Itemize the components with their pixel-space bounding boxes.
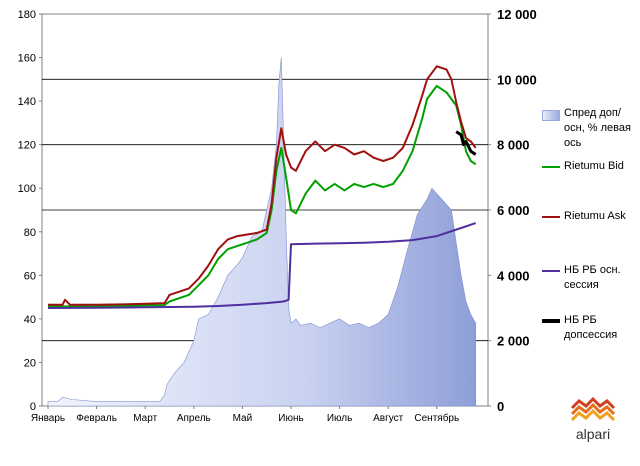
right-tick-label-1: 2 000 (497, 334, 530, 349)
alpari-logo-icon (570, 396, 616, 422)
right-tick-label-2: 4 000 (497, 268, 530, 283)
left-tick-label-0: 0 (30, 401, 36, 413)
legend-item-nb-main: НБ РБ осн. сессия (542, 262, 640, 294)
series-group (47, 57, 477, 407)
legend-label-bid: Rietumu Bid (564, 160, 624, 172)
legend-label-nb-extra: НБ РБ допсессия (564, 314, 618, 341)
left-tick-label-20: 20 (24, 357, 36, 369)
left-tick-label-80: 80 (24, 227, 36, 239)
right-tick-label-0: 0 (497, 399, 504, 414)
alpari-logo: alpari (566, 396, 620, 450)
right-tick-label-5: 10 000 (497, 72, 537, 87)
left-tick-label-180: 180 (18, 9, 36, 21)
legend-swatch-nb-main (542, 270, 560, 272)
legend-item-nb-extra: НБ РБ допсессия (542, 312, 640, 344)
axes: 0 20 40 60 80 100 120 140 160 180 0 2 000 4 000 6 000… (18, 7, 537, 424)
x-tick-label-6: Июль (327, 413, 353, 424)
left-tick-label-60: 60 (24, 270, 36, 282)
right-tick-label-4: 8 000 (497, 138, 530, 153)
legend-label-nb-main: НБ РБ осн. сессия (564, 264, 621, 291)
legend-item-ask: Rietumu Ask (542, 208, 640, 224)
x-tick-label-7: Август (373, 413, 404, 424)
right-tick-label-6: 12 000 (497, 7, 537, 22)
legend-item-bid: Rietumu Bid (542, 158, 640, 174)
left-tick-label-140: 140 (18, 96, 36, 108)
left-tick-label-120: 120 (18, 140, 36, 152)
legend-swatch-bid (542, 166, 560, 168)
legend: Спред доп/осн, % левая ось Rietumu Bid R… (542, 0, 640, 466)
right-tick-label-3: 6 000 (497, 203, 530, 218)
x-tick-label-0: Январь (31, 413, 65, 424)
series-line-2 (48, 65, 477, 306)
x-tick-label-4: Май (233, 413, 253, 424)
left-tick-label-40: 40 (24, 314, 36, 326)
legend-label-spread: Спред доп/осн, % левая ось (564, 107, 631, 149)
series-line-3 (47, 222, 477, 309)
x-tick-label-8: Сентябрь (414, 412, 459, 424)
legend-swatch-ask (542, 216, 560, 218)
legend-swatch-nb-extra (542, 319, 560, 323)
series-line-4 (455, 130, 477, 156)
x-tick-label-5: Июнь (278, 413, 303, 424)
x-tick-label-1: Февраль (76, 413, 117, 424)
left-tick-label-160: 160 (18, 53, 36, 65)
x-tick-label-3: Апрель (177, 413, 211, 424)
series-line-1 (48, 84, 477, 308)
legend-label-ask: Rietumu Ask (564, 210, 626, 222)
legend-item-spread: Спред доп/осн, % левая ось (542, 106, 640, 152)
left-tick-label-100: 100 (18, 183, 36, 195)
x-tick-label-2: Март (133, 413, 157, 424)
alpari-logo-text: alpari (575, 426, 611, 442)
legend-swatch-spread (542, 110, 560, 121)
